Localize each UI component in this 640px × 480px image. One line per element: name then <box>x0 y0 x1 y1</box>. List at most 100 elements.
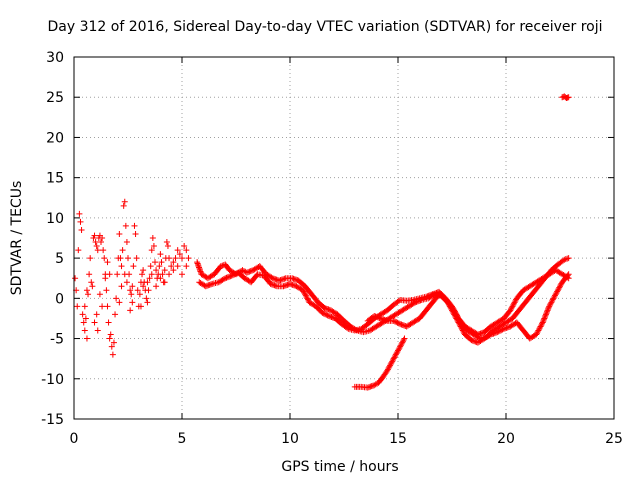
data-point <box>153 283 160 290</box>
data-point <box>442 295 449 302</box>
data-point <box>100 247 107 254</box>
data-point <box>143 295 150 302</box>
data-point <box>81 327 88 334</box>
data-point <box>304 295 311 302</box>
x-tick-label: 5 <box>178 431 187 447</box>
data-point <box>391 354 398 361</box>
y-tick-label: -5 <box>50 332 64 348</box>
data-point <box>561 256 568 263</box>
data-point <box>546 303 553 310</box>
data-point <box>150 243 157 250</box>
data-point <box>553 289 560 296</box>
data-point <box>445 300 452 307</box>
data-point <box>565 271 572 278</box>
grid <box>74 57 614 419</box>
x-tick-label: 20 <box>497 431 515 447</box>
data-point <box>130 263 137 270</box>
data-point <box>83 287 90 294</box>
data-point <box>542 312 549 319</box>
y-tick-label: -15 <box>41 412 64 428</box>
data-point <box>392 351 399 358</box>
data-point <box>541 314 548 321</box>
data-point <box>170 267 177 274</box>
data-point <box>391 318 398 325</box>
data-point <box>303 293 310 300</box>
data-point <box>77 218 84 225</box>
data-point <box>562 256 569 263</box>
data-point <box>508 306 515 313</box>
series-track-d <box>351 335 408 391</box>
data-point <box>164 243 171 250</box>
series-early-scatter <box>72 198 192 358</box>
data-point <box>390 317 397 324</box>
data-point <box>396 344 403 351</box>
data-point <box>447 304 454 311</box>
data-point <box>121 198 128 205</box>
y-tick-label: 15 <box>46 171 64 187</box>
data-point <box>302 291 309 298</box>
data-point <box>98 239 104 246</box>
data-point <box>299 287 306 294</box>
data-point <box>540 316 547 323</box>
data-point <box>533 330 540 337</box>
data-point <box>508 304 515 311</box>
y-tick-label: 20 <box>46 130 64 146</box>
data-point <box>399 339 406 346</box>
data-point <box>179 271 185 278</box>
data-point <box>548 299 555 306</box>
data-point <box>544 308 551 315</box>
series-track-b <box>196 267 572 338</box>
data-point <box>457 323 464 330</box>
data-point <box>319 309 326 316</box>
data-point <box>157 275 164 282</box>
data-point <box>305 296 311 303</box>
data-point <box>114 271 121 278</box>
data-point <box>510 302 517 309</box>
data-point <box>389 358 396 365</box>
chart-title: Day 312 of 2016, Sidereal Day-to-day VTE… <box>47 19 602 35</box>
data-point <box>448 306 455 313</box>
data-point <box>148 271 155 278</box>
data-point <box>456 320 463 327</box>
data-point <box>123 239 130 246</box>
data-point <box>89 283 96 290</box>
data-point <box>394 319 401 326</box>
data-point <box>395 347 401 354</box>
data-point <box>546 302 553 309</box>
data-point <box>394 348 401 355</box>
data-point <box>535 327 542 334</box>
data-point <box>106 335 113 342</box>
data-point <box>534 328 541 335</box>
data-point <box>161 267 168 274</box>
data-point <box>146 275 153 282</box>
data-point <box>144 299 151 306</box>
data-point <box>388 359 395 366</box>
data-point <box>161 279 168 286</box>
data-point <box>158 259 165 266</box>
data-point <box>551 293 558 300</box>
data-point <box>86 271 93 278</box>
data-point <box>455 319 462 326</box>
data-point <box>94 247 101 254</box>
data-point <box>129 299 136 306</box>
x-tick-label: 10 <box>281 431 299 447</box>
data-point <box>551 292 558 299</box>
data-point <box>231 271 238 278</box>
data-point <box>542 311 549 318</box>
data-point <box>268 274 275 281</box>
data-point <box>129 283 136 290</box>
data-point <box>118 283 125 290</box>
data-point <box>400 338 407 345</box>
data-point <box>456 322 463 329</box>
data-point <box>511 299 518 306</box>
data-point <box>134 287 141 294</box>
axis-ticks: 0 5 10 15 20 25 -15 -10 -5 0 5 10 15 20 25 30 <box>41 50 623 447</box>
data-point <box>119 247 126 254</box>
data-point <box>139 271 146 278</box>
data-point <box>113 295 120 302</box>
data-point <box>324 312 331 319</box>
x-axis-label: GPS time / hours <box>281 459 398 475</box>
data-point <box>157 251 164 258</box>
data-point <box>112 311 119 318</box>
